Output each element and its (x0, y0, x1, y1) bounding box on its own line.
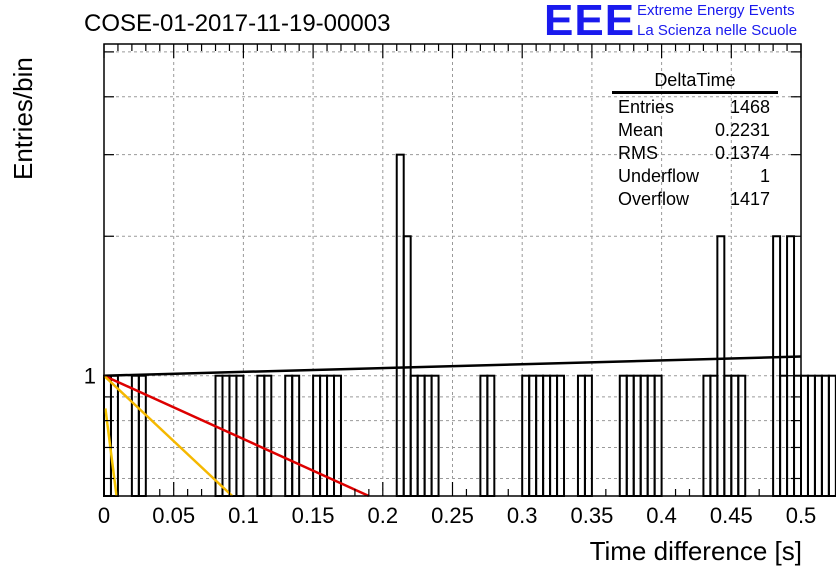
histogram-bin (130, 374, 140, 497)
fit-curve-0 (103, 355, 802, 377)
histogram-bin (618, 374, 628, 497)
histogram-bin (806, 374, 816, 497)
histogram-bin (827, 374, 836, 497)
stats-label: RMS (618, 143, 658, 163)
histogram-bin (779, 374, 789, 497)
histogram-bin (820, 374, 830, 497)
x-tick-label: 0.3 (507, 503, 538, 528)
histogram-bin (333, 374, 342, 497)
histogram-bin (256, 374, 266, 497)
histogram-bin (786, 235, 796, 497)
histogram-bin (395, 153, 405, 497)
histogram-bin (625, 374, 635, 497)
stats-value: 0.1374 (714, 143, 770, 163)
histogram-bin (542, 374, 552, 497)
logo-line-2: La Scienza nelle Scuole (637, 22, 798, 39)
y-axis-label: Entries/bin (8, 57, 38, 180)
stats-row-overflow: Overflow 1417 (612, 188, 778, 211)
x-tick-label: 0.1 (228, 503, 259, 528)
histogram-bin (576, 374, 586, 497)
histogram-bin (730, 374, 740, 497)
x-axis-label: Time difference [s] (589, 536, 802, 566)
stats-row-rms: RMS 0.1374 (612, 142, 778, 165)
histogram-bin (409, 374, 419, 497)
stats-row-entries: Entries 1468 (612, 96, 778, 119)
histogram-bin (221, 374, 231, 497)
x-tick-label: 0.4 (646, 503, 677, 528)
stats-box: DeltaTime Entries 1468 Mean 0.2231 RMS 0… (612, 70, 778, 211)
histogram-bin (423, 374, 433, 497)
stats-box-title: DeltaTime (612, 70, 778, 94)
histogram-bin (549, 374, 559, 497)
histogram-bin (214, 374, 224, 497)
histogram-bin (319, 374, 329, 497)
x-tick-label: 0.2 (368, 503, 399, 528)
fit-curve-1 (103, 374, 370, 498)
x-tick-label: 0.5 (786, 503, 817, 528)
grid (103, 44, 802, 496)
histogram-bin (291, 374, 301, 497)
stats-value: 0.2231 (714, 120, 770, 140)
x-tick-label: 0.45 (710, 503, 753, 528)
histogram-bin (800, 374, 809, 497)
histogram-bin (528, 374, 538, 497)
stats-label: Overflow (618, 189, 690, 209)
histogram-bin (556, 374, 566, 497)
histogram-bin (723, 374, 733, 497)
histogram-bin (737, 374, 747, 497)
stats-value: 1468 (729, 97, 770, 117)
stats-value: 1 (759, 166, 770, 186)
histogram-bin (646, 374, 656, 497)
fit-curve-2 (103, 374, 234, 497)
histogram-bin (312, 374, 322, 497)
chart-title: COSE-01-2017-11-19-00003 (84, 10, 391, 37)
histogram-bin (479, 374, 489, 497)
fit-curve-3 (104, 408, 118, 497)
x-tick-label: 0 (98, 503, 110, 528)
fit-curves (103, 355, 802, 498)
stats-label: Mean (618, 120, 664, 140)
histogram-bin (521, 374, 531, 497)
histogram-bin (639, 374, 649, 497)
stats-row-mean: Mean 0.2231 (612, 119, 778, 142)
axis-ticks (103, 44, 802, 496)
histogram-bin (416, 374, 426, 497)
logo-line-1: Extreme Energy Events (637, 2, 795, 19)
stats-value: 1417 (729, 189, 770, 209)
stats-label: Underflow (618, 166, 700, 186)
histogram-bin (632, 374, 642, 497)
histogram-bin (772, 235, 782, 497)
stats-row-underflow: Underflow 1 (612, 165, 778, 188)
x-tick-label: 0.15 (292, 503, 335, 528)
histogram-bin (653, 374, 663, 497)
histogram-bin (702, 374, 712, 497)
tick-labels: 0 0.05 0.1 0.15 0.2 0.25 0.3 0.35 0.4 0.45 0.5 1 (84, 364, 817, 528)
stats-label: Entries (618, 97, 675, 117)
x-tick-label: 0.25 (431, 503, 474, 528)
histogram-bin (709, 374, 719, 497)
histogram-bin (486, 374, 496, 497)
histogram-bin (430, 374, 440, 497)
eee-logo-icon: EEE (544, 0, 636, 45)
histogram-bin (583, 374, 593, 497)
histogram-bin (535, 374, 545, 497)
histogram-bin (284, 374, 294, 497)
histogram-bin (813, 374, 823, 497)
histogram-bin (716, 235, 726, 497)
x-tick-label: 0.35 (570, 503, 613, 528)
x-tick-label: 0.05 (152, 503, 195, 528)
y-tick-label: 1 (84, 364, 96, 389)
histogram-bin (263, 374, 273, 497)
